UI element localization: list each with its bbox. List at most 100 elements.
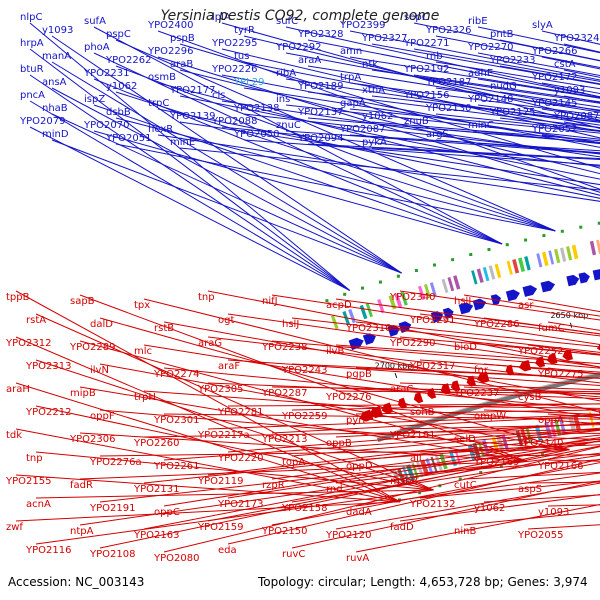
rna-marker (560, 229, 564, 233)
leader-line-reverse (207, 445, 600, 522)
gene-label-reverse: YPO2080 (153, 553, 199, 564)
category-mark-forward (524, 256, 531, 271)
gene-label-reverse: ompW (474, 411, 506, 422)
gene-label-reverse: bioD (454, 342, 477, 353)
gene-label-forward: YPO2189 (297, 81, 343, 92)
gene-label-reverse: YPO2220 (217, 453, 263, 464)
category-mark-forward (488, 265, 496, 280)
gene-label-reverse: ninB (454, 526, 476, 537)
gene-arrow-forward (362, 333, 376, 346)
category-mark-forward (429, 282, 437, 297)
gene-label-reverse: sohB (410, 407, 435, 418)
gene-label-reverse: YPO2159 (197, 522, 243, 533)
leader-line-forward (563, 121, 600, 129)
gene-label-forward: lplA (212, 12, 231, 23)
gene-label-forward: YPO2088 (211, 116, 257, 127)
leader-line-reverse (35, 489, 434, 545)
gene-label-forward: YPO2270 (467, 42, 513, 53)
gene-label-reverse: fnr (474, 365, 489, 376)
leader-line-forward (115, 65, 556, 232)
gene-label-reverse: fadD (390, 522, 414, 533)
gene-label-forward: y1062 (106, 81, 137, 92)
gene-label-reverse: dadA (346, 507, 372, 518)
leader-line-reverse (207, 382, 600, 400)
rna-marker (487, 248, 491, 252)
gene-label-forward: YPO2231 (83, 68, 129, 79)
leader-line-reverse (291, 363, 600, 379)
gene-label-forward: rnb (426, 51, 443, 62)
gene-label-reverse: YPO2237 (453, 388, 499, 399)
gene-label-forward: cstA (554, 59, 576, 70)
gene-label-reverse: YPO2132 (409, 499, 455, 510)
gene-label-forward: nudG (490, 81, 517, 92)
leader-line-reverse (291, 403, 600, 411)
gene-label-reverse: araG (198, 338, 222, 349)
leader-line-reverse (227, 359, 600, 386)
leader-line-forward (157, 56, 600, 193)
rna-marker (325, 299, 329, 303)
leader-line-forward (179, 147, 600, 191)
leader-line-reverse (291, 480, 600, 549)
gene-label-reverse: YPO2243 (281, 365, 327, 376)
map-title: Yersinia pestis CO92, complete genome (160, 8, 440, 24)
leader-line-forward (29, 22, 350, 291)
gene-arrow-forward (540, 280, 556, 293)
leader-line-reverse (335, 422, 600, 438)
category-mark-forward (560, 247, 567, 262)
gene-label-forward: y1093 (554, 85, 585, 96)
gene-label-forward: YPO2050 (233, 129, 279, 140)
category-mark-forward (453, 275, 461, 290)
category-mark-forward (548, 250, 555, 265)
leader-line-reverse (79, 460, 527, 526)
leader-line-forward (179, 95, 600, 180)
leader-line-reverse (271, 462, 600, 526)
rna-marker-inner (541, 453, 545, 457)
gene-label-reverse: pyrF (346, 415, 368, 426)
leader-line-forward (29, 74, 350, 291)
accession-label: Accession: NC_003143 (8, 575, 145, 589)
leader-line-forward (51, 87, 402, 274)
gene-label-forward: hexR (148, 124, 173, 135)
gene-label-forward: sepC (404, 12, 429, 23)
leader-line-forward (435, 113, 600, 132)
gene-label-forward: YPO2292 (275, 42, 321, 53)
category-mark-forward (494, 263, 502, 279)
gene-label-reverse: tnp (26, 453, 43, 464)
leader-line-reverse (35, 405, 434, 491)
leader-line-forward (413, 100, 600, 123)
genome-backbone-highlight (376, 372, 600, 439)
genome-backbone (376, 372, 600, 443)
leader-line-forward (243, 139, 600, 166)
gene-label-reverse: ntpA (70, 526, 94, 537)
gene-label-reverse: YPO2191 (89, 503, 135, 514)
leader-line-forward (29, 100, 350, 291)
leader-line-forward (93, 104, 503, 245)
gene-label-reverse: YPO2289 (69, 342, 115, 353)
category-mark-forward (348, 308, 356, 324)
gene-label-reverse: ogt (218, 315, 234, 326)
gene-label-reverse: YPO2158 (281, 503, 327, 514)
rna-marker-inner (418, 491, 422, 495)
gene-label-reverse: YPO2259 (281, 411, 327, 422)
gene-label-reverse: sapB (70, 296, 95, 307)
gene-label-reverse: mlc (134, 346, 152, 357)
category-mark-forward (518, 257, 526, 272)
category-mark-forward (400, 291, 408, 306)
gene-arrow-reverse (519, 360, 532, 372)
leader-line-reverse (227, 421, 600, 453)
gene-label-reverse: YPO2155 (5, 476, 51, 487)
leader-line-forward (221, 22, 600, 130)
leader-line-reverse (99, 317, 570, 451)
gene-label-reverse: YPO2212 (25, 407, 71, 418)
leader-line-forward (115, 117, 556, 232)
category-mark-forward (394, 293, 403, 308)
rna-marker (451, 258, 455, 262)
gene-label-forward: ansA (42, 77, 67, 88)
gene-label-reverse: YPO2306 (69, 434, 115, 445)
category-mark-forward (447, 277, 455, 292)
category-mark-forward (377, 299, 385, 314)
gene-label-forward: YPO2087a (553, 111, 600, 122)
leader-line-forward (157, 108, 600, 199)
leader-line-reverse (99, 363, 570, 451)
leader-line-reverse (355, 440, 600, 461)
